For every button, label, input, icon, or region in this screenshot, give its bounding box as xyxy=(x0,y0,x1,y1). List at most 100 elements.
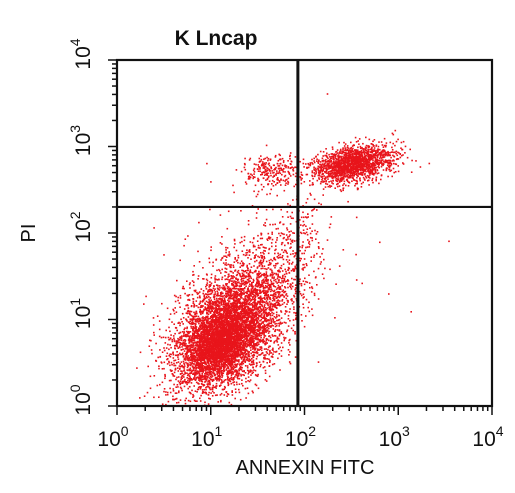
event-point xyxy=(246,311,249,313)
event-point xyxy=(215,323,218,325)
event-point xyxy=(226,373,228,376)
event-point xyxy=(246,278,249,281)
event-point xyxy=(289,344,291,346)
event-point xyxy=(260,340,262,342)
event-point xyxy=(187,316,190,318)
event-point xyxy=(202,323,204,325)
event-point xyxy=(266,323,269,325)
event-point xyxy=(223,289,225,291)
event-point xyxy=(172,352,174,354)
event-point xyxy=(178,341,180,343)
event-point xyxy=(247,392,250,395)
event-point xyxy=(216,324,219,326)
event-point xyxy=(194,327,196,329)
event-point xyxy=(237,269,240,272)
event-point xyxy=(258,273,261,276)
event-point xyxy=(244,307,246,309)
event-point xyxy=(194,374,196,377)
event-point xyxy=(228,300,230,303)
event-point xyxy=(227,276,229,278)
event-point xyxy=(236,278,238,280)
event-point xyxy=(234,397,236,400)
event-point xyxy=(224,299,226,302)
event-point xyxy=(252,278,255,281)
event-point xyxy=(248,295,251,297)
event-point xyxy=(214,310,217,312)
event-point xyxy=(240,358,243,360)
event-point xyxy=(211,306,214,308)
event-point xyxy=(245,381,247,383)
event-point xyxy=(195,315,198,317)
event-point xyxy=(201,383,204,386)
event-point xyxy=(270,318,272,321)
event-point xyxy=(251,370,253,372)
event-point xyxy=(170,370,172,372)
event-point xyxy=(274,329,277,331)
event-point xyxy=(248,285,250,287)
event-point xyxy=(208,302,210,305)
event-point xyxy=(218,313,220,315)
event-point xyxy=(185,361,187,364)
event-point xyxy=(255,311,257,313)
event-point xyxy=(212,360,215,362)
event-point xyxy=(262,338,264,341)
event-point xyxy=(210,277,213,279)
event-point xyxy=(181,312,184,315)
event-point xyxy=(302,297,304,299)
event-point xyxy=(281,270,284,272)
event-point xyxy=(182,348,184,350)
event-point xyxy=(263,325,266,327)
event-point xyxy=(204,307,207,310)
event-point xyxy=(281,290,283,293)
event-point xyxy=(233,239,236,242)
event-point xyxy=(258,306,260,309)
event-point xyxy=(232,368,235,371)
event-point xyxy=(217,324,220,326)
event-point xyxy=(191,293,194,296)
event-point xyxy=(220,293,222,295)
event-point xyxy=(209,290,212,292)
event-point xyxy=(207,290,209,293)
event-point xyxy=(186,352,188,355)
event-point xyxy=(211,303,214,306)
event-point xyxy=(240,335,242,338)
event-point xyxy=(240,324,243,327)
event-point xyxy=(216,279,219,281)
event-point xyxy=(186,344,189,347)
event-point xyxy=(178,391,180,394)
event-point xyxy=(293,295,296,298)
event-point xyxy=(214,394,217,397)
event-point xyxy=(210,392,212,394)
event-point xyxy=(210,339,212,341)
event-point xyxy=(256,293,258,296)
event-point xyxy=(264,369,267,372)
event-point xyxy=(225,294,228,297)
event-point xyxy=(271,308,274,310)
event-point xyxy=(254,260,256,263)
event-point xyxy=(238,285,241,288)
event-point xyxy=(230,270,233,273)
event-point xyxy=(208,301,211,304)
event-point xyxy=(169,337,172,339)
event-point xyxy=(169,330,171,333)
event-point xyxy=(215,294,218,297)
event-point xyxy=(198,374,201,376)
event-point xyxy=(171,338,173,341)
event-point xyxy=(189,385,191,388)
event-point xyxy=(249,274,251,277)
event-point xyxy=(172,395,174,398)
event-point xyxy=(287,314,290,317)
event-point xyxy=(166,393,169,396)
event-point xyxy=(224,255,227,257)
event-point xyxy=(253,304,256,306)
event-point xyxy=(244,313,247,315)
event-point xyxy=(254,307,257,310)
event-point xyxy=(243,300,246,302)
event-point xyxy=(247,279,250,281)
event-point xyxy=(202,371,204,373)
event-point xyxy=(245,331,247,333)
event-point xyxy=(172,351,174,354)
event-point xyxy=(238,300,240,303)
event-point xyxy=(243,370,245,373)
event-point xyxy=(232,293,235,295)
